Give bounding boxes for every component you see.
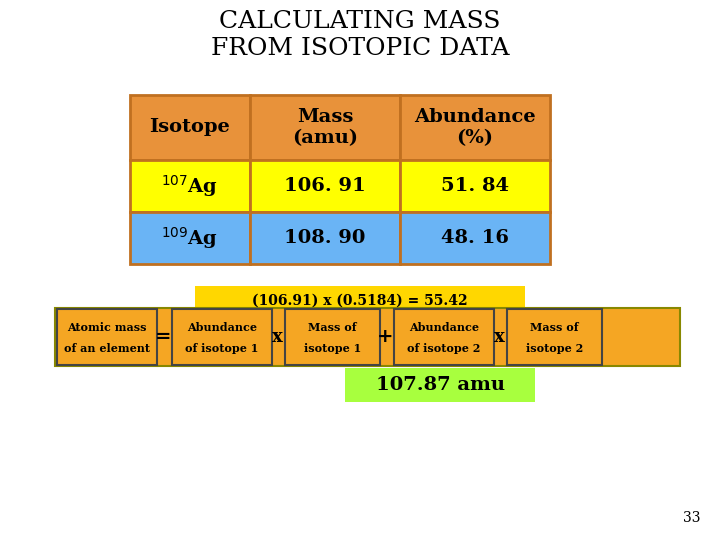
Text: 33: 33 <box>683 511 700 525</box>
Text: +: + <box>377 328 393 346</box>
Text: $^{107}$Ag: $^{107}$Ag <box>161 173 219 199</box>
FancyBboxPatch shape <box>57 309 157 365</box>
FancyBboxPatch shape <box>400 212 550 264</box>
FancyBboxPatch shape <box>130 160 250 212</box>
Text: x: x <box>494 328 505 346</box>
Text: 106. 91: 106. 91 <box>284 177 366 195</box>
Text: 107.87 amu: 107.87 amu <box>376 376 505 394</box>
FancyBboxPatch shape <box>285 309 380 365</box>
FancyBboxPatch shape <box>400 160 550 212</box>
FancyBboxPatch shape <box>400 95 550 160</box>
Text: of an element: of an element <box>64 343 150 354</box>
FancyBboxPatch shape <box>130 212 250 264</box>
Text: 48. 16: 48. 16 <box>441 229 509 247</box>
FancyBboxPatch shape <box>250 95 400 160</box>
Text: (106.91) x (0.5184) = 55.42: (106.91) x (0.5184) = 55.42 <box>252 294 468 308</box>
Text: of isotope 1: of isotope 1 <box>185 343 258 354</box>
FancyBboxPatch shape <box>55 308 680 366</box>
Text: $^{109}$Ag: $^{109}$Ag <box>161 225 219 251</box>
Text: 51. 84: 51. 84 <box>441 177 509 195</box>
Text: x: x <box>271 328 282 346</box>
Text: Abundance: Abundance <box>187 322 257 333</box>
Text: isotope 1: isotope 1 <box>304 343 361 354</box>
Text: Abundance
(%): Abundance (%) <box>414 108 536 147</box>
FancyBboxPatch shape <box>250 212 400 264</box>
FancyBboxPatch shape <box>195 315 525 322</box>
FancyBboxPatch shape <box>507 309 602 365</box>
Text: CALCULATING MASS
FROM ISOTOPIC DATA: CALCULATING MASS FROM ISOTOPIC DATA <box>211 10 509 59</box>
Text: Isotope: Isotope <box>150 118 230 137</box>
FancyBboxPatch shape <box>195 286 525 316</box>
FancyBboxPatch shape <box>250 160 400 212</box>
Text: Mass of: Mass of <box>308 322 356 333</box>
Text: of isotope 2: of isotope 2 <box>408 343 481 354</box>
FancyBboxPatch shape <box>172 309 272 365</box>
FancyBboxPatch shape <box>345 368 535 402</box>
Text: Mass
(amu): Mass (amu) <box>292 108 358 147</box>
Text: Atomic mass: Atomic mass <box>67 322 147 333</box>
Text: isotope 2: isotope 2 <box>526 343 583 354</box>
Text: 108. 90: 108. 90 <box>284 229 366 247</box>
Text: Mass of: Mass of <box>530 322 579 333</box>
Text: Abundance: Abundance <box>409 322 479 333</box>
FancyBboxPatch shape <box>394 309 494 365</box>
FancyBboxPatch shape <box>130 95 250 160</box>
Text: =: = <box>155 328 171 346</box>
